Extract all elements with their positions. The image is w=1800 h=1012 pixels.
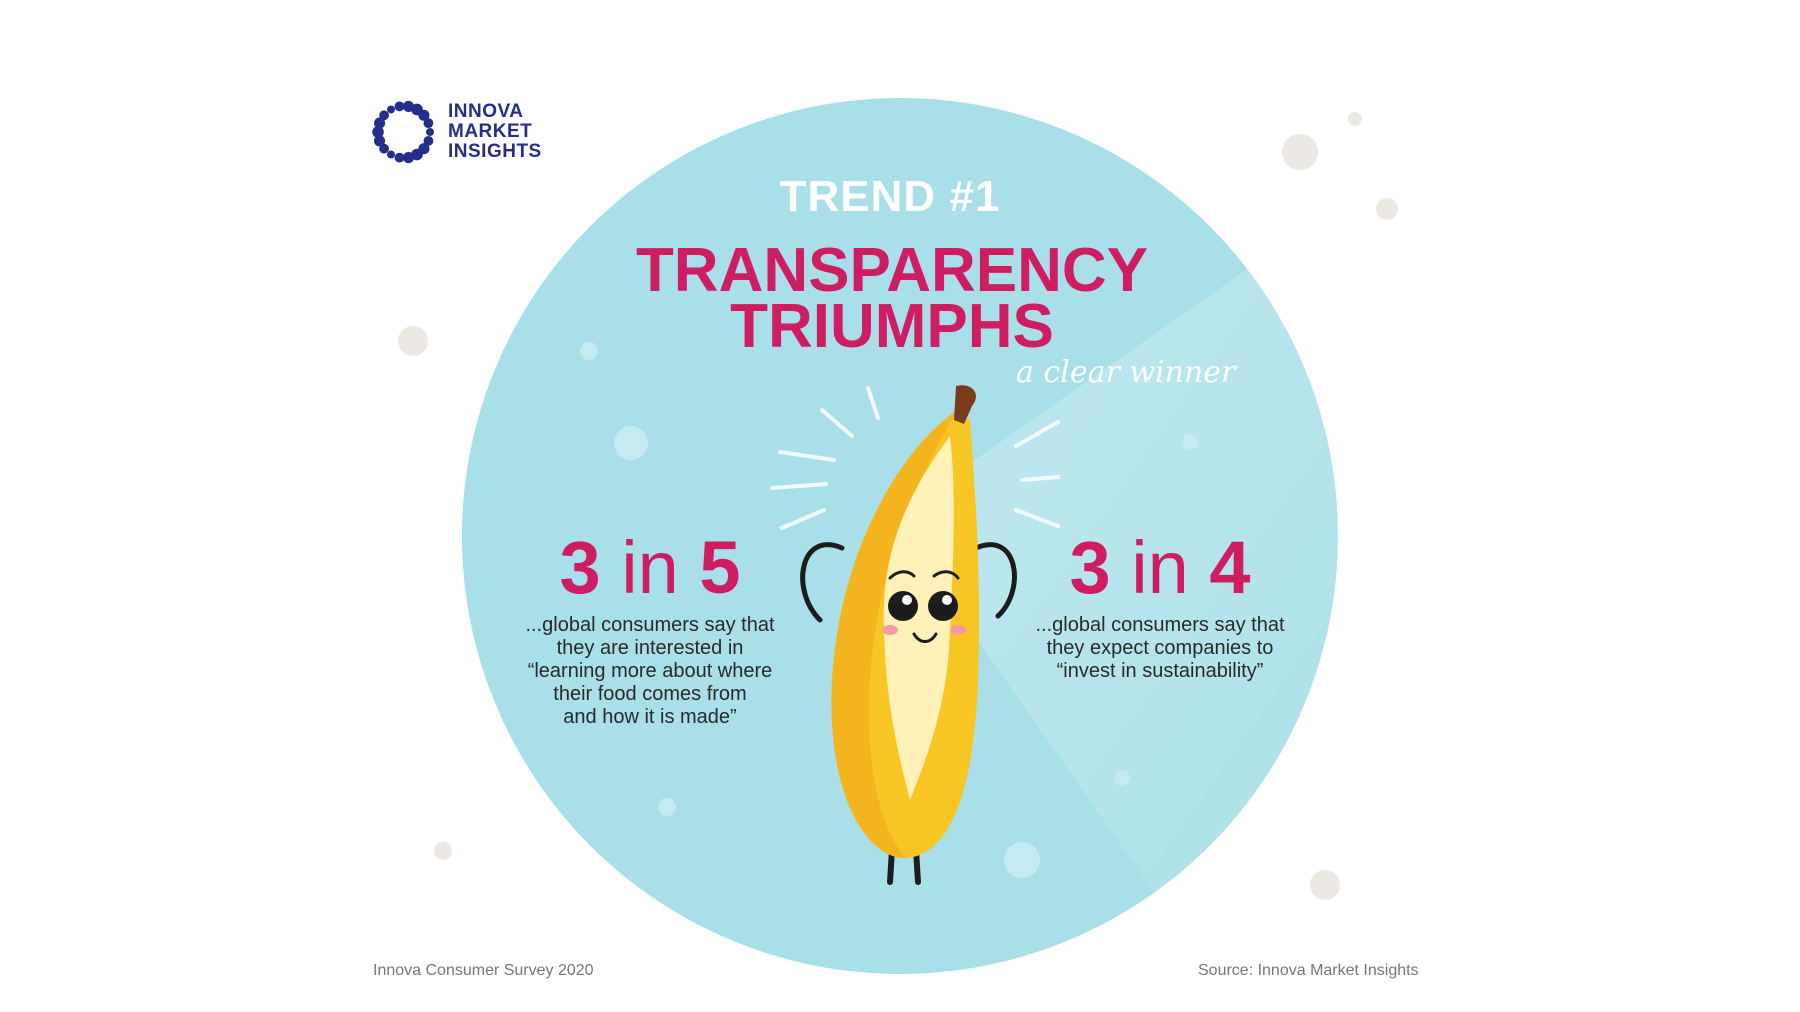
decor-dot [434, 842, 452, 860]
stat-description: ...global consumers say that they expect… [1015, 614, 1305, 683]
logo-dot [426, 128, 434, 136]
brand-logo: INNOVA MARKET INSIGHTS [370, 98, 542, 166]
decor-dot [398, 326, 428, 356]
logo-dot [411, 148, 423, 161]
logo-dot [387, 105, 395, 114]
title-line: TRIUMPHS [730, 292, 1054, 361]
stat-line: their food comes from [553, 683, 747, 705]
decor-dot [1282, 134, 1318, 170]
source-credit: Source: Innova Market Insights [1198, 962, 1419, 979]
logo-dot [418, 109, 430, 121]
decor-dot [1182, 434, 1198, 450]
title-line: TRANSPARENCY [635, 236, 1149, 305]
stat-line: ...global consumers say that [1035, 614, 1285, 636]
stat-denominator: 4 [1209, 526, 1251, 609]
survey-credit: Innova Consumer Survey 2020 [373, 962, 594, 979]
trend-number: TREND #1 [779, 172, 1001, 221]
brand-line: INSIGHTS [448, 141, 542, 162]
stat-figure: 3 in 4 [1015, 528, 1305, 608]
decor-dot [1114, 770, 1130, 786]
logo-dot [394, 152, 405, 163]
brand-line: INNOVA [448, 101, 524, 122]
logo-dot [374, 117, 386, 129]
stat-denominator: 5 [699, 526, 741, 609]
logo-dot [402, 152, 415, 164]
logo-dot [372, 126, 384, 138]
stat-line: they are interested in [556, 637, 744, 659]
stat-numerator: 3 [559, 526, 601, 609]
tagline: a clear winner [1016, 355, 1236, 390]
banana-mascot-icon [770, 385, 1060, 885]
dotted-ring-icon [372, 100, 434, 164]
stat-line: “invest in sustainability” [1056, 660, 1264, 682]
logo-dot [379, 143, 389, 154]
stat-connector: in [1131, 526, 1189, 609]
stat-left: 3 in 5 ...global consumers say that they… [505, 528, 795, 729]
brand-line: MARKET [448, 121, 533, 142]
logo-dot [394, 101, 405, 112]
decor-dot [1310, 870, 1340, 900]
decor-dot [580, 342, 598, 360]
logo-dot [374, 135, 386, 147]
brand-name: INNOVA MARKET INSIGHTS [448, 102, 542, 162]
logo-dot [423, 118, 434, 129]
decor-dot [614, 426, 648, 460]
decor-dot [1376, 198, 1398, 220]
stat-line: and how it is made” [563, 706, 737, 728]
stat-connector: in [621, 526, 679, 609]
decor-dot [1348, 112, 1362, 126]
stat-figure: 3 in 5 [505, 528, 795, 608]
logo-dot [379, 110, 389, 121]
stat-numerator: 3 [1069, 526, 1111, 609]
decor-dot [658, 798, 676, 816]
trend-title: TRANSPARENCY TRIUMPHS [0, 236, 1792, 361]
stat-line: ...global consumers say that [525, 614, 775, 636]
stat-description: ...global consumers say that they are in… [505, 614, 795, 729]
stat-line: “learning more about where [527, 660, 773, 682]
stat-line: they expect companies to [1046, 637, 1274, 659]
stat-right: 3 in 4 ...global consumers say that they… [1015, 528, 1305, 683]
decor-dot [1004, 842, 1040, 878]
logo-dot [423, 135, 434, 146]
logo-dot [387, 150, 395, 159]
